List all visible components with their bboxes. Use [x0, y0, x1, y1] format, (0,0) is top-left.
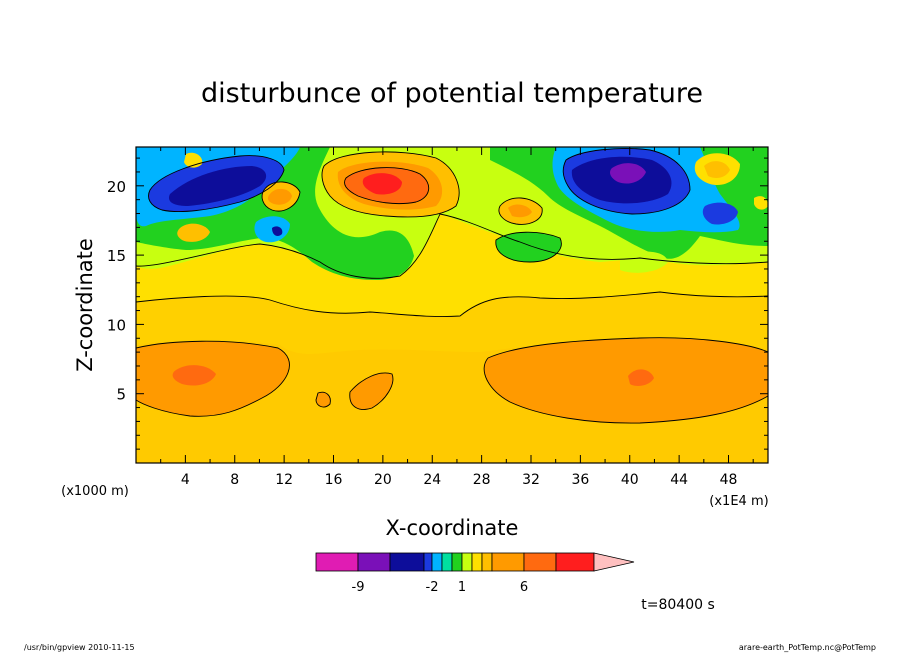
- contour-field: [136, 147, 768, 463]
- colorbar-segment: [523, 552, 557, 572]
- x-tick-label: 48: [720, 472, 738, 488]
- x-tick-label: 40: [621, 472, 639, 488]
- colorbar-labels: -9 -2 1 6: [352, 580, 529, 595]
- y-tick-label: 10: [107, 316, 126, 334]
- x-tick-label: 36: [571, 472, 589, 488]
- y-tick-label: 5: [116, 386, 126, 404]
- colorbar-segment: [555, 552, 595, 572]
- colorbar-segment: [461, 552, 473, 572]
- x-tick-label: 8: [230, 472, 239, 488]
- chart-title: disturbunce of potential temperature: [201, 78, 703, 109]
- x-tick-label: 20: [374, 472, 392, 488]
- bubble-warm-small: [177, 223, 210, 242]
- footer-right: arare-earth_PotTemp.nc@PotTemp: [739, 643, 876, 652]
- blob-lower-right-orange: [484, 337, 768, 424]
- blob-mid-small-1: [316, 392, 331, 407]
- region-minimum-purple: [610, 163, 646, 184]
- blob-lower-right-core: [628, 369, 654, 386]
- y-axis-label: Z-coordinate: [73, 238, 97, 372]
- colorbar-label: -2: [426, 580, 439, 595]
- colorbar-segment: [481, 552, 493, 572]
- x-tick-label: 12: [275, 472, 293, 488]
- colorbar-segment: [431, 552, 443, 572]
- contour-lines: [136, 148, 768, 424]
- spot-darkblue: [272, 226, 283, 236]
- colorbar: [315, 552, 635, 572]
- x-axis-ticks: 4 8 12 16 20 24 28 32 36 40 44 48: [160, 147, 754, 488]
- lobe-yellow-right: [620, 251, 668, 273]
- x-tick-label: 4: [181, 472, 190, 488]
- colorbar-overflow-arrow: [593, 552, 635, 572]
- colorbar-label: 6: [520, 580, 528, 595]
- plot-frame: [135, 146, 769, 464]
- colorbar-segment: [389, 552, 425, 572]
- colorbar-segment: [315, 552, 359, 572]
- time-annotation: t=80400 s: [641, 597, 715, 613]
- colorbar-segment: [471, 552, 483, 572]
- colorbar-segment: [451, 552, 463, 572]
- colorbar-segment: [441, 552, 453, 572]
- colorbar-label: 1: [458, 580, 466, 595]
- region-darkblue-left: [168, 166, 267, 206]
- blob-mid-small-2: [349, 372, 393, 410]
- x-axis-label: X-coordinate: [386, 516, 519, 540]
- y-axis-ticks: 5 10 15 20: [107, 157, 768, 450]
- bubble-warm-mid-core: [508, 204, 532, 218]
- y-tick-label: 20: [107, 178, 126, 196]
- colorbar-label: -9: [352, 580, 365, 595]
- blob-lower-left-core: [172, 365, 216, 386]
- colorbar-segment: [491, 552, 525, 572]
- x-tick-label: 24: [423, 472, 441, 488]
- bubble-right-top-core: [704, 161, 730, 178]
- x-unit-label: (x1E4 m): [709, 494, 768, 509]
- x-tick-label: 44: [670, 472, 688, 488]
- region-maximum-red: [362, 173, 402, 195]
- bubble-warm-left-core: [267, 188, 292, 205]
- x-tick-label: 16: [325, 472, 343, 488]
- colorbar-segment: [357, 552, 391, 572]
- y-unit-label: (x1000 m): [61, 484, 129, 499]
- x-tick-label: 28: [473, 472, 491, 488]
- region-blue-small-right: [702, 202, 738, 225]
- colorbar-segment: [423, 552, 433, 572]
- footer-left: /usr/bin/gpview 2010-11-15: [24, 643, 135, 652]
- x-tick-label: 32: [522, 472, 540, 488]
- y-tick-label: 15: [107, 247, 126, 265]
